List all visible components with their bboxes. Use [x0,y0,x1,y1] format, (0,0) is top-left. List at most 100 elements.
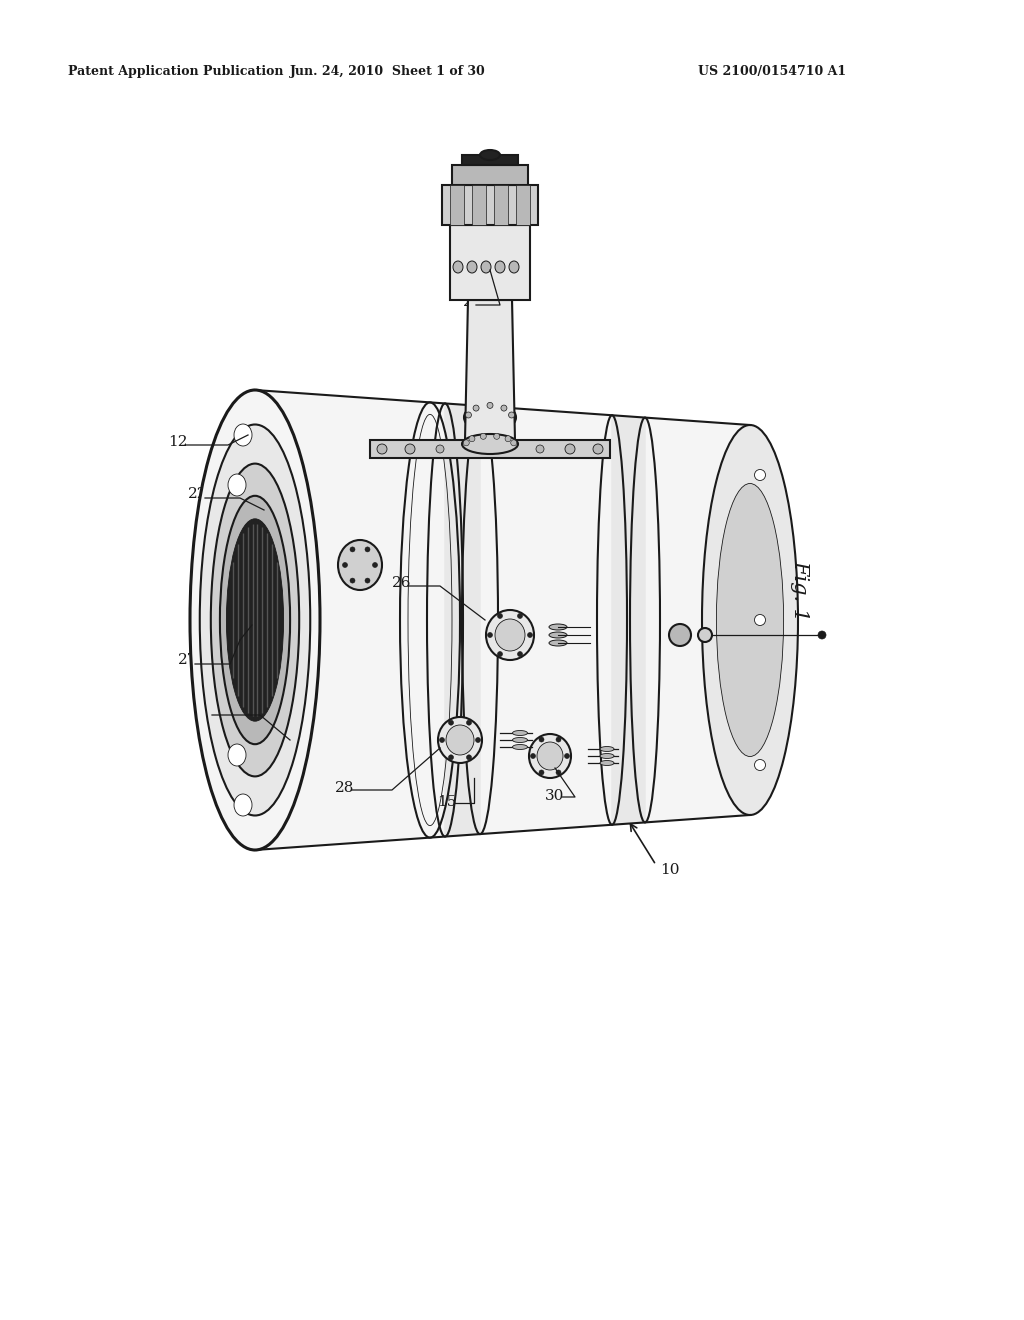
Ellipse shape [365,578,370,583]
Ellipse shape [226,519,284,721]
Ellipse shape [228,474,246,496]
Ellipse shape [436,445,444,453]
Ellipse shape [536,445,544,453]
Ellipse shape [698,628,712,642]
Ellipse shape [467,261,477,273]
Ellipse shape [473,405,479,411]
Polygon shape [494,185,508,224]
Ellipse shape [480,150,500,160]
Polygon shape [516,185,530,224]
Text: 15: 15 [437,795,457,809]
Ellipse shape [669,624,691,645]
Text: 21: 21 [463,294,482,309]
Polygon shape [450,185,464,224]
Text: 27: 27 [178,653,198,667]
Ellipse shape [600,754,614,759]
Polygon shape [450,224,530,300]
Polygon shape [370,440,610,458]
Text: US 2100/0154710 A1: US 2100/0154710 A1 [698,66,846,78]
Ellipse shape [717,483,783,756]
Polygon shape [472,185,486,224]
Ellipse shape [475,738,480,742]
Ellipse shape [549,632,567,638]
Ellipse shape [495,619,525,651]
Ellipse shape [438,717,482,763]
Polygon shape [442,185,538,224]
Ellipse shape [365,546,370,552]
Ellipse shape [342,562,347,568]
Ellipse shape [350,546,355,552]
Ellipse shape [509,412,515,418]
Ellipse shape [486,610,534,660]
Ellipse shape [501,405,507,411]
Text: 22: 22 [188,487,208,502]
Ellipse shape [556,770,561,775]
Ellipse shape [517,652,522,656]
Ellipse shape [517,614,522,619]
Ellipse shape [487,632,493,638]
Ellipse shape [537,742,563,770]
Ellipse shape [373,562,378,568]
Text: 10: 10 [660,863,680,876]
Ellipse shape [495,261,505,273]
Ellipse shape [530,754,536,759]
Ellipse shape [512,738,527,742]
Ellipse shape [512,730,527,735]
Ellipse shape [564,754,569,759]
Ellipse shape [350,578,355,583]
Ellipse shape [439,738,444,742]
Ellipse shape [462,434,518,454]
Text: Fig. 1: Fig. 1 [791,560,810,620]
Ellipse shape [539,770,544,775]
Ellipse shape [228,744,246,766]
Polygon shape [462,154,518,165]
Ellipse shape [467,755,471,760]
Polygon shape [255,389,750,850]
Ellipse shape [211,463,299,776]
Text: 12: 12 [168,436,187,449]
Ellipse shape [338,540,382,590]
Ellipse shape [539,737,544,742]
Ellipse shape [556,737,561,742]
Ellipse shape [190,389,319,850]
Ellipse shape [220,496,290,744]
Ellipse shape [509,261,519,273]
Ellipse shape [498,652,503,656]
Ellipse shape [512,744,527,750]
Ellipse shape [446,725,474,755]
Ellipse shape [549,624,567,630]
Ellipse shape [234,795,252,816]
Ellipse shape [449,721,454,725]
Text: 28: 28 [335,781,354,795]
Ellipse shape [487,403,493,408]
Ellipse shape [480,433,486,440]
Ellipse shape [511,440,517,446]
Ellipse shape [449,755,454,760]
Ellipse shape [200,425,310,816]
Ellipse shape [549,640,567,645]
Polygon shape [452,165,528,185]
Text: 26: 26 [392,576,412,590]
Text: Patent Application Publication: Patent Application Publication [68,66,284,78]
Ellipse shape [565,444,575,454]
Ellipse shape [755,470,766,480]
Ellipse shape [818,631,826,639]
Ellipse shape [463,440,469,446]
Text: Jun. 24, 2010  Sheet 1 of 30: Jun. 24, 2010 Sheet 1 of 30 [290,66,485,78]
Ellipse shape [498,614,503,619]
Ellipse shape [755,615,766,626]
Ellipse shape [702,425,798,814]
Ellipse shape [481,261,490,273]
Ellipse shape [406,444,415,454]
Ellipse shape [494,433,500,440]
Text: 14: 14 [195,704,214,717]
Polygon shape [465,300,515,440]
Text: 30: 30 [545,789,564,803]
Ellipse shape [527,632,532,638]
Ellipse shape [755,759,766,771]
Ellipse shape [453,261,463,273]
Polygon shape [612,416,645,825]
Ellipse shape [505,436,511,442]
Ellipse shape [469,436,475,442]
Ellipse shape [234,424,252,446]
